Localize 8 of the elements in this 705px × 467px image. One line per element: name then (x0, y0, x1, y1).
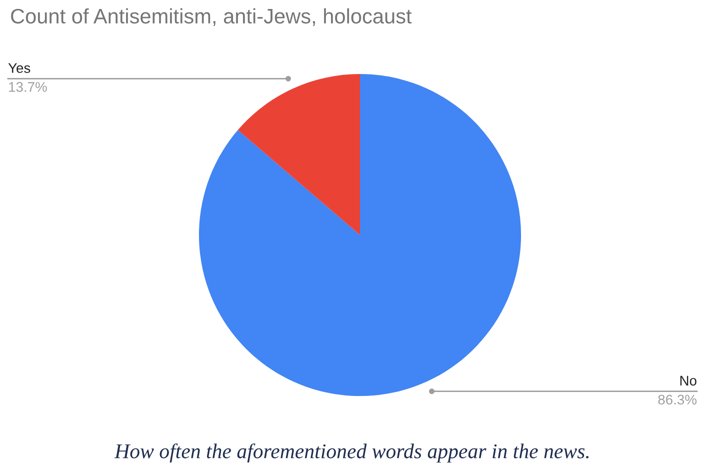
data-label: 86.3% (658, 394, 697, 405)
pie-slice (238, 74, 360, 235)
chart-title: Count of Antisemitism, anti-Jews, holocaust (11, 8, 412, 26)
text: How often the aforementioned words appear in the news. (114, 443, 589, 463)
pie-slice (198, 74, 522, 396)
slice-label: Yes (8, 63, 30, 73)
data-label: 13.7% (9, 82, 47, 92)
slice-label: No (680, 376, 696, 386)
